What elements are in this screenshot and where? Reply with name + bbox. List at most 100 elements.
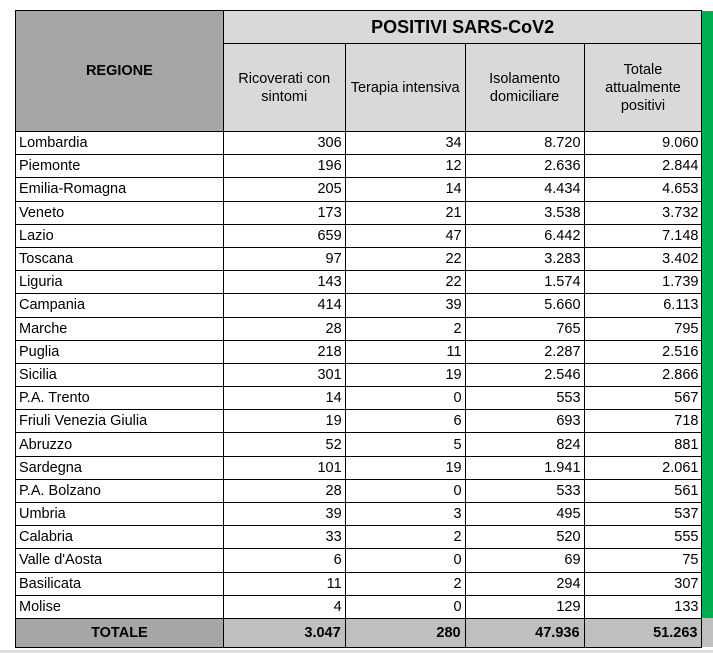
totale-positivi: 718: [583, 409, 703, 434]
terapia: 11: [344, 339, 466, 364]
table-row: Valle d'Aosta 6 0 69 75: [15, 548, 713, 573]
ricoverati: 97: [222, 246, 346, 272]
ricoverati: 301: [222, 362, 346, 388]
table-row: Lombardia 306 34 8.720 9.060: [15, 130, 713, 619]
totals-label: TOTALE: [15, 617, 224, 648]
region-name: Lombardia: [15, 130, 224, 156]
ricoverati: 143: [222, 270, 346, 295]
isolamento: 1.574: [464, 270, 585, 295]
totale-positivi: 9.060: [583, 130, 703, 156]
ricoverati: 11: [222, 571, 346, 596]
isolamento: 533: [464, 478, 585, 504]
table-row: Abruzzo 52 5 824 881: [15, 432, 713, 457]
ricoverati: 28: [222, 478, 346, 504]
terapia: 2: [344, 316, 466, 341]
isolamento: 693: [464, 409, 585, 434]
terapia: 6: [344, 409, 466, 434]
region-name: Puglia: [15, 339, 224, 364]
ricoverati: 196: [222, 154, 346, 179]
ricoverati: 6: [222, 548, 346, 573]
ricoverati: 659: [222, 223, 346, 248]
region-name: Lazio: [15, 223, 224, 248]
table-row: Friuli Venezia Giulia 19 6 693 718: [15, 409, 713, 434]
table-row: P.A. Trento 14 0 553 567: [15, 386, 713, 411]
table-row: Sicilia 301 19 2.546 2.866: [15, 362, 713, 388]
totale-positivi: 561: [583, 478, 703, 504]
totale-positivi: 2.866: [583, 362, 703, 388]
totale-positivi: 6.113: [583, 293, 703, 318]
region-name: Emilia-Romagna: [15, 177, 224, 202]
total-ricoverati: 3.047: [222, 617, 346, 648]
region-name: Toscana: [15, 246, 224, 272]
terapia: 0: [344, 548, 466, 573]
region-name: P.A. Trento: [15, 386, 224, 411]
terapia: 19: [344, 362, 466, 388]
isolamento: 69: [464, 548, 585, 573]
ricoverati: 4: [222, 594, 346, 619]
table-row: Campania 414 39 5.660 6.113: [15, 293, 713, 318]
ricoverati: 14: [222, 386, 346, 411]
covid-table: REGIONE POSITIVI SARS-CoV2 Ricoverati co…: [15, 10, 713, 648]
isolamento: 294: [464, 571, 585, 596]
isolamento: 2.287: [464, 339, 585, 364]
isolamento: 3.538: [464, 200, 585, 225]
terapia: 12: [344, 154, 466, 179]
totale-positivi: 75: [583, 548, 703, 573]
region-name: Marche: [15, 316, 224, 341]
ricoverati: 52: [222, 432, 346, 457]
region-name: Valle d'Aosta: [15, 548, 224, 573]
table-row: Emilia-Romagna 205 14 4.434 4.653: [15, 177, 713, 202]
totale-positivi: 567: [583, 386, 703, 411]
ricoverati: 306: [222, 130, 346, 156]
region-name: P.A. Bolzano: [15, 478, 224, 504]
region-header: REGIONE: [15, 10, 224, 132]
isolamento: 6.442: [464, 223, 585, 248]
region-name: Friuli Venezia Giulia: [15, 409, 224, 434]
table-row: Veneto 173 21 3.538 3.732: [15, 200, 713, 225]
isolamento: 824: [464, 432, 585, 457]
totale-positivi: 2.061: [583, 455, 703, 480]
region-name: Sicilia: [15, 362, 224, 388]
ricoverati: 205: [222, 177, 346, 202]
terapia: 34: [344, 130, 466, 156]
isolamento: 4.434: [464, 177, 585, 202]
isolamento: 5.660: [464, 293, 585, 318]
region-name: Liguria: [15, 270, 224, 295]
ricoverati: 19: [222, 409, 346, 434]
green-strip: [701, 618, 713, 648]
terapia: 0: [344, 478, 466, 504]
totale-positivi: 555: [583, 525, 703, 550]
region-name: Campania: [15, 293, 224, 318]
ricoverati: 39: [222, 501, 346, 527]
ricoverati: 33: [222, 525, 346, 550]
totale-positivi: 1.739: [583, 270, 703, 295]
green-strip: [701, 131, 713, 619]
table-row: Liguria 143 22 1.574 1.739: [15, 270, 713, 295]
terapia: 3: [344, 501, 466, 527]
region-name: Piemonte: [15, 154, 224, 179]
ricoverati: 101: [222, 455, 346, 480]
terapia: 14: [344, 177, 466, 202]
group-title: POSITIVI SARS-CoV2: [222, 10, 703, 44]
table-row: Marche 28 2 765 795: [15, 316, 713, 341]
region-name: Molise: [15, 594, 224, 619]
terapia: 19: [344, 455, 466, 480]
terapia: 2: [344, 571, 466, 596]
col-header-ricoverati: Ricoverati con sintomi: [222, 43, 346, 132]
isolamento: 3.283: [464, 246, 585, 272]
col-header-isolamento: Isolamento domiciliare: [464, 43, 585, 132]
total-isolamento: 47.936: [464, 617, 585, 648]
region-name: Calabria: [15, 525, 224, 550]
region-name: Umbria: [15, 501, 224, 527]
isolamento: 765: [464, 316, 585, 341]
totale-positivi: 133: [583, 594, 703, 619]
table-row: Basilicata 11 2 294 307: [15, 571, 713, 596]
sheet-bottom-bar: [0, 650, 713, 653]
terapia: 5: [344, 432, 466, 457]
terapia: 21: [344, 200, 466, 225]
terapia: 22: [344, 246, 466, 272]
total-positivi: 51.263: [583, 617, 703, 648]
ricoverati: 28: [222, 316, 346, 341]
totale-positivi: 881: [583, 432, 703, 457]
totale-positivi: 307: [583, 571, 703, 596]
